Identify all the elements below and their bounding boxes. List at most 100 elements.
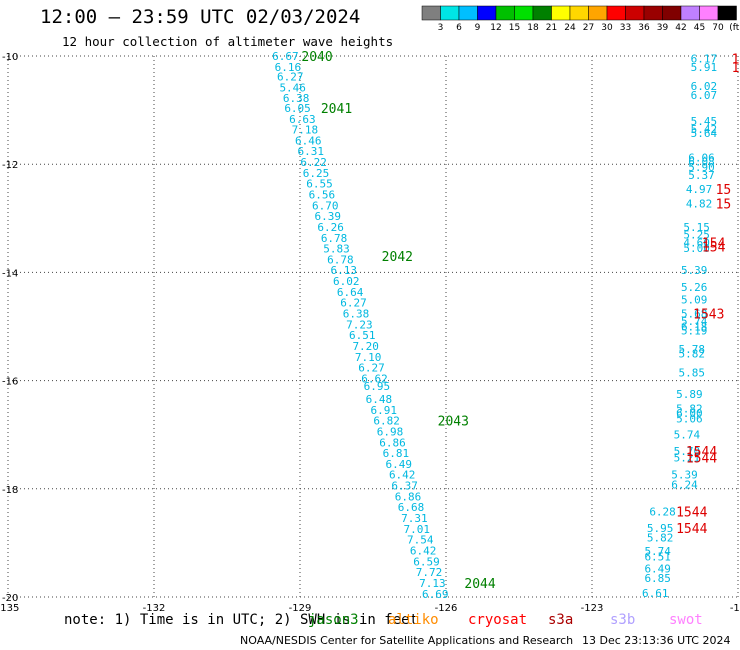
swh-point-label: 6.86: [395, 490, 422, 503]
credit-text: NOAA/NESDIS Center for Satellite Applica…: [240, 634, 574, 647]
swh-point-label: 5.90: [688, 161, 715, 174]
time-label: 154: [702, 240, 726, 255]
colorbar-label: 3: [438, 23, 444, 33]
colorbar-swatch: [458, 5, 478, 21]
swh-point-label: 7.10: [355, 351, 382, 364]
time-label: 2041: [321, 102, 352, 117]
colorbar-label: 30: [601, 23, 613, 33]
swh-point-label: 7.18: [292, 124, 319, 137]
swh-point-label: 6.08: [688, 155, 715, 168]
time-label: 15: [716, 183, 732, 198]
colorbar-swatch: [717, 5, 737, 21]
y-tick-label: -20: [2, 593, 18, 604]
colorbar-label: 21: [546, 23, 557, 33]
swh-point-label: 6.55: [306, 178, 333, 191]
swh-point-label: 5.74: [681, 315, 708, 328]
swh-point-label: 6.27: [277, 71, 304, 84]
swh-point-label: 5.74: [674, 429, 701, 442]
swh-point-label: 5.74: [644, 545, 671, 558]
swh-point-label: 5.42: [691, 123, 718, 136]
colorbar-label: 6: [456, 23, 462, 33]
colorbar-label: 33: [620, 23, 631, 33]
colorbar-swatch: [440, 5, 460, 21]
swh-point-label: 6.51: [644, 550, 671, 563]
swh-point-label: 5.09: [681, 293, 708, 306]
y-tick-label: -18: [2, 485, 18, 496]
swh-point-label: 6.69: [422, 588, 449, 601]
x-tick-label: -126: [435, 603, 458, 614]
colorbar-swatch: [625, 5, 645, 21]
time-label: 2042: [382, 250, 413, 265]
time-label: 154: [702, 237, 726, 252]
swh-point-label: 6.51: [349, 329, 376, 342]
swh-point-label: 6.56: [309, 188, 336, 201]
swh-point-label: 5.26: [681, 281, 708, 294]
swh-point-label: 6.46: [295, 134, 322, 147]
plot-grid: [7, 55, 739, 598]
swh-point-label: 7.13: [419, 577, 446, 590]
swh-point-label: 6.02: [691, 80, 718, 93]
swh-point-label: 6.62: [361, 372, 388, 385]
swh-point-label: 7.31: [401, 512, 428, 525]
colorbar-swatch: [477, 5, 497, 21]
swh-point-label: 6.64: [337, 286, 364, 299]
swh-point-label: 5.06: [676, 412, 703, 425]
colorbar-swatch: [588, 5, 608, 21]
y-tick-label: -14: [2, 268, 18, 279]
swh-point-label: 6.16: [275, 61, 302, 74]
time-label: 1544: [676, 506, 707, 521]
swh-point-label: 6.49: [386, 458, 413, 471]
swh-point-label: 6.61: [642, 587, 669, 600]
swh-point-label: 7.23: [346, 318, 373, 331]
colorbar-label: 70: [712, 23, 724, 33]
swh-point-label: 5.68: [681, 308, 708, 321]
colorbar-label: 39: [657, 23, 669, 33]
legend-note: note: 1) Time is in UTC; 2) SWH is in fe…: [64, 612, 419, 628]
swh-point-label: 5.85: [679, 366, 706, 379]
colorbar-label: 12: [490, 23, 501, 33]
data-points: 6.676.166.275.466.386.056.637.186.466.31…: [272, 50, 739, 601]
swh-point-label: 7.72: [416, 566, 443, 579]
y-tick-label: -10: [2, 52, 18, 63]
swh-point-label: 6.18: [681, 321, 708, 334]
swh-point-label: 5.39: [681, 264, 708, 277]
x-tick-label: -135: [0, 603, 19, 614]
colorbar-label: 15: [509, 23, 520, 33]
colorbar-label: 45: [694, 23, 705, 33]
swh-point-label: 6.42: [389, 469, 416, 482]
swh-point-label: 6.86: [379, 436, 406, 449]
swh-point-label: 5.19: [681, 324, 708, 337]
swh-point-label: 5.21: [674, 451, 701, 464]
swh-point-label: 6.59: [413, 555, 440, 568]
swh-point-label: 6.78: [321, 232, 348, 245]
colorbar-label: 9: [475, 23, 481, 33]
swh-point-label: 6.25: [303, 167, 330, 180]
swh-point-label: 6.81: [383, 447, 410, 460]
colorbar-swatch: [643, 5, 663, 21]
swh-point-label: 5.39: [671, 469, 698, 482]
swh-point-label: 6.91: [370, 404, 397, 417]
colorbar-label: 27: [583, 23, 594, 33]
swh-point-label: 7.54: [407, 534, 434, 547]
chart-subtitle: 12 hour collection of altimeter wave hei…: [62, 34, 394, 49]
swh-point-label: 5.46: [279, 81, 306, 94]
time-label: 1: [732, 61, 740, 76]
swh-point-label: 6.27: [358, 362, 385, 375]
swh-point-label: 5.82: [679, 348, 706, 361]
swh-point-label: 6.38: [343, 308, 370, 321]
colorbar-swatch: [421, 5, 441, 21]
swh-point-label: 7.01: [404, 523, 431, 536]
swh-point-label: 6.17: [691, 53, 718, 66]
legend-satellite-altiko: altiko: [388, 612, 439, 628]
swh-point-label: 6.42: [410, 544, 437, 557]
y-tick-label: -16: [2, 377, 18, 388]
swh-point-label: 5.64: [691, 127, 718, 140]
x-tick-label: -129: [289, 603, 312, 614]
swh-point-label: 5.78: [679, 343, 706, 356]
time-label: 1: [732, 53, 740, 68]
swh-point-label: 6.07: [691, 89, 718, 102]
colorbar-swatch: [514, 5, 534, 21]
swh-point-label: 6.28: [649, 506, 676, 519]
x-tick-label: -123: [581, 603, 604, 614]
